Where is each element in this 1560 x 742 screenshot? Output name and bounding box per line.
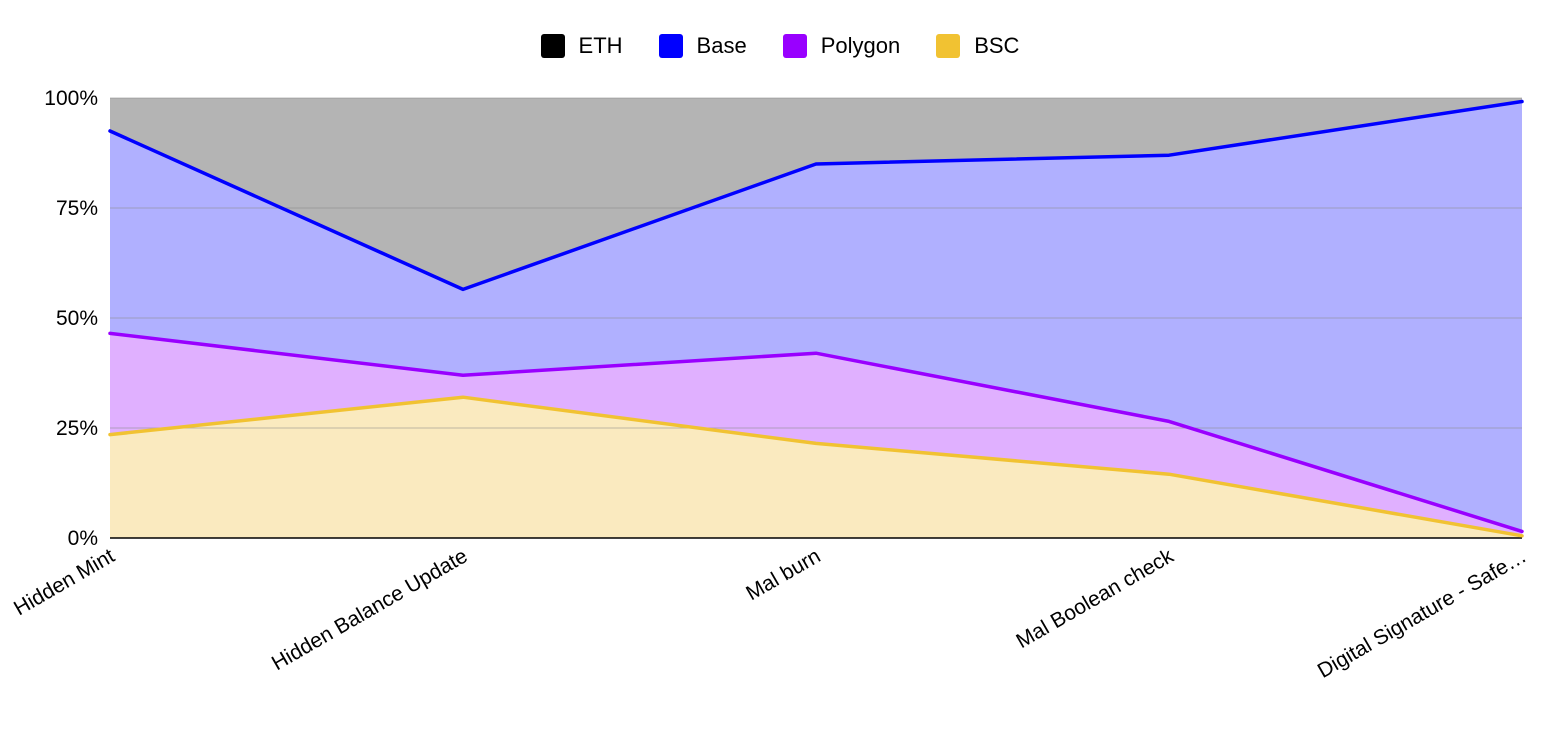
area-eth <box>110 98 1522 290</box>
legend-swatch-bsc <box>936 34 961 58</box>
legend: ETH Base Polygon BSC <box>0 33 1560 59</box>
legend-label-polygon: Polygon <box>820 33 901 58</box>
x-tick-label: Hidden Mint <box>10 544 119 620</box>
area-base <box>110 101 1522 532</box>
y-tick-label: 0% <box>68 527 98 550</box>
y-tick-label: 75% <box>56 197 98 220</box>
area-layers <box>110 98 1522 538</box>
legend-swatch-base <box>658 34 683 58</box>
legend-item-bsc[interactable]: BSC <box>936 33 1019 59</box>
x-tick-label: Hidden Balance Update <box>268 544 472 675</box>
legend-label-eth: ETH <box>578 33 623 58</box>
legend-label-bsc: BSC <box>974 33 1020 58</box>
legend-swatch-eth <box>540 34 565 58</box>
x-axis: Hidden Mint Hidden Balance Update Mal burn… <box>10 544 1531 683</box>
area-bsc <box>110 397 1522 538</box>
legend-item-eth[interactable]: ETH <box>540 33 623 59</box>
legend-item-polygon[interactable]: Polygon <box>782 33 901 59</box>
grid-lines <box>110 97 1522 539</box>
legend-item-base[interactable]: Base <box>658 33 747 59</box>
y-tick-label: 25% <box>56 417 98 440</box>
x-tick-label: Mal Boolean check <box>1012 544 1178 653</box>
y-axis: 0% 25% 50% 75% 100% <box>44 87 98 550</box>
x-tick-label: Mal burn <box>742 544 824 605</box>
y-tick-label: 100% <box>44 87 98 110</box>
area-polygon <box>110 333 1522 536</box>
series-lines <box>108 99 1524 538</box>
x-tick-label: Digital Signature - Safe… <box>1314 544 1531 682</box>
legend-label-base: Base <box>696 33 747 58</box>
y-tick-label: 50% <box>56 307 98 330</box>
legend-swatch-polygon <box>782 34 807 58</box>
